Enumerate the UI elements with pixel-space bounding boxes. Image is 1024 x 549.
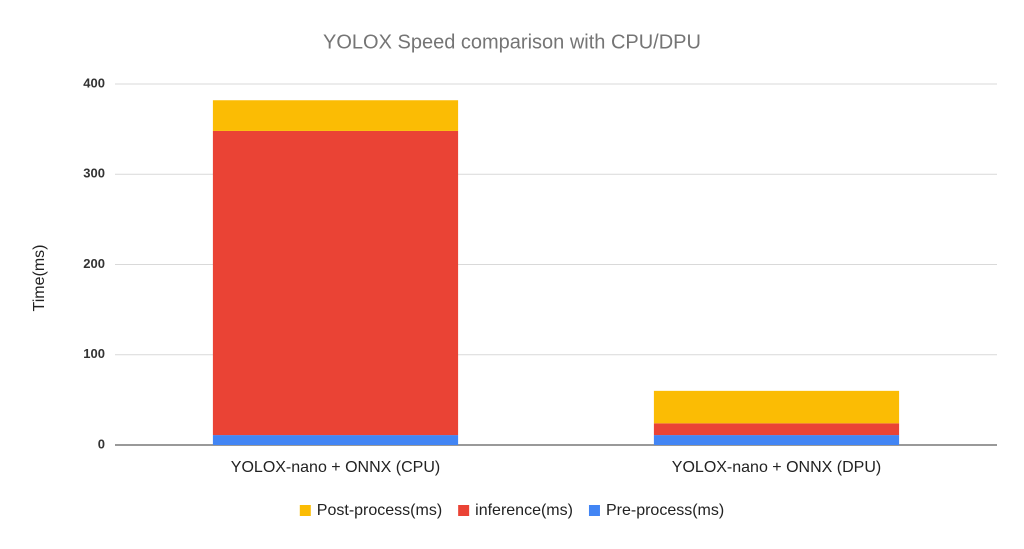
- legend-label: inference(ms): [475, 502, 573, 519]
- y-tick-label: 300: [83, 166, 105, 181]
- x-tick-label: YOLOX-nano + ONNX (CPU): [231, 459, 440, 476]
- legend-label: Pre-process(ms): [606, 502, 724, 519]
- bar-segment: [212, 130, 459, 436]
- legend-swatch: [458, 505, 470, 516]
- legend-swatch: [588, 505, 600, 516]
- x-tick-label: YOLOX-nano + ONNX (DPU): [672, 459, 881, 476]
- legend: Post-process(ms) inference(ms) Pre-process…: [299, 502, 724, 519]
- bar-segment: [653, 390, 900, 424]
- chart-title: YOLOX Speed comparison with CPU/DPU: [323, 31, 701, 53]
- legend-label: Post-process(ms): [317, 502, 442, 519]
- bar-segment: [212, 100, 459, 131]
- bar-segment: [653, 435, 900, 445]
- bar-segment: [653, 423, 900, 436]
- y-tick-label: 400: [83, 75, 105, 90]
- y-axis-label: Time(ms): [31, 245, 48, 312]
- y-tick-label: 100: [83, 346, 105, 361]
- y-tick-label: 0: [98, 436, 105, 451]
- legend-swatch: [299, 505, 311, 516]
- bar-segment: [212, 435, 459, 445]
- y-tick-label: 200: [83, 256, 105, 271]
